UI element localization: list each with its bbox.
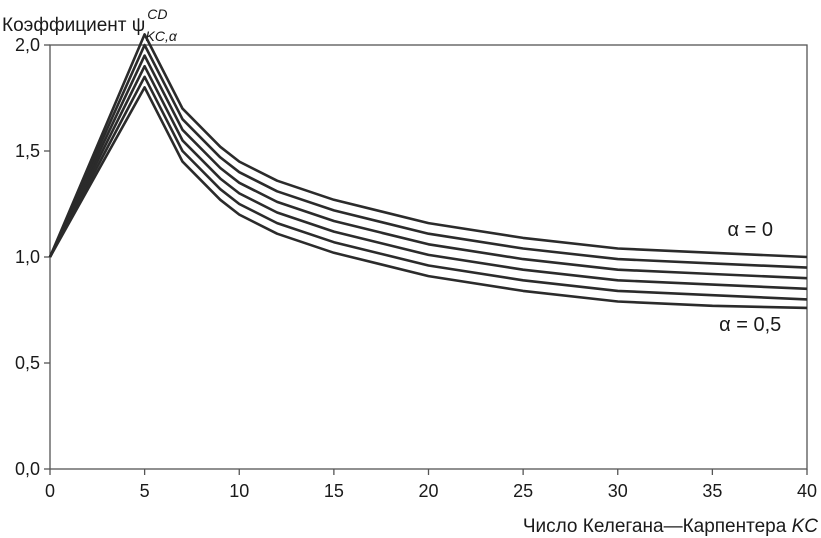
y-axis-label: Коэффициент ψCD KC,α [2, 6, 178, 44]
x-tick-label: 0 [45, 481, 55, 501]
series-line-6 [48, 86, 808, 310]
y-tick-label: 2,0 [15, 35, 40, 55]
y-tick-label: 0,5 [15, 353, 40, 373]
series-lines [48, 33, 808, 310]
series-line-5 [48, 75, 808, 301]
plot-frame [49, 44, 808, 470]
series-line-3 [48, 54, 808, 280]
annotations: α = 0 α = 0,5 [719, 219, 781, 336]
x-tick-label: 10 [229, 481, 249, 501]
x-tick-label: 25 [513, 481, 533, 501]
y-axis-label-sub: KC,α [146, 28, 178, 44]
series-line-2 [48, 43, 808, 269]
x-tick-label: 15 [324, 481, 344, 501]
x-tick-label: 35 [702, 481, 722, 501]
series-line-4 [48, 64, 808, 291]
y-tick-label: 1,0 [15, 247, 40, 267]
y-tick-label: 0,0 [15, 459, 40, 479]
x-ticks: 0 5 10 15 20 25 30 35 40 [45, 469, 817, 501]
y-tick-label: 1,5 [15, 141, 40, 161]
series-line-1 [48, 33, 808, 259]
y-ticks: 0,0 0,5 1,0 1,5 2,0 [15, 35, 50, 479]
annotation-alpha-0: α = 0 [727, 219, 772, 241]
x-tick-label: 20 [418, 481, 438, 501]
plot-border [49, 44, 808, 470]
x-tick-label: 5 [140, 481, 150, 501]
annotation-alpha-1: α = 0,5 [719, 314, 781, 336]
x-tick-label: 30 [608, 481, 628, 501]
y-axis-label-sup: CD [147, 6, 167, 22]
x-axis-label: Число Келегана—Карпентера KC [523, 516, 818, 537]
x-tick-label: 40 [797, 481, 817, 501]
